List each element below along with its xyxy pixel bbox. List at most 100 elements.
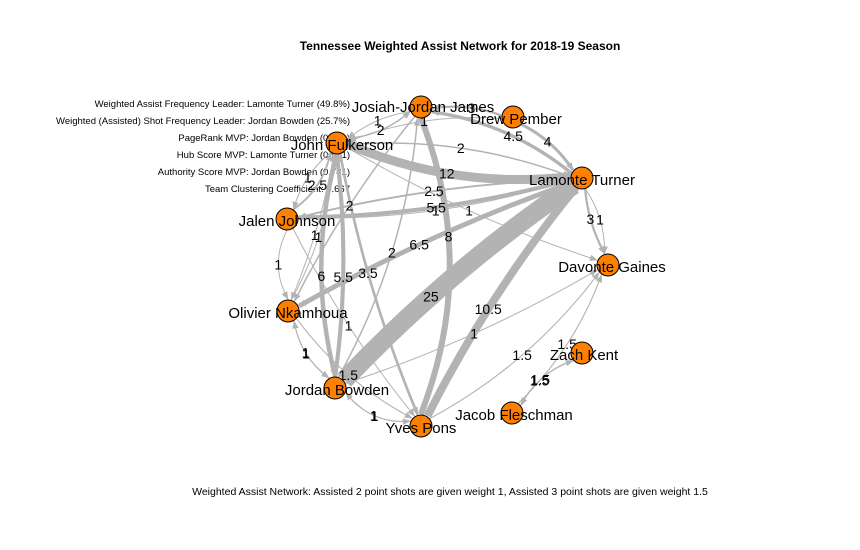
player-node: Lamonte Turner — [529, 166, 635, 190]
edge-weight-label: 1.5 — [339, 367, 359, 383]
edge-lt-to-on — [297, 180, 573, 309]
player-node-circle — [325, 131, 349, 155]
edge-weight-label: 1.5 — [512, 347, 532, 363]
player-node: Zach Kent — [550, 341, 619, 365]
player-node-label: Yves Pons — [386, 420, 457, 437]
edge-lt-to-yp — [424, 184, 580, 418]
edge-weight-label: 1 — [465, 203, 473, 219]
player-node-label: Jordan Bowden — [285, 382, 389, 399]
edge-weight-label: 5.5 — [333, 269, 353, 285]
edges-layer — [277, 104, 608, 425]
player-node: Jacob Fleschman — [455, 401, 573, 425]
player-node-circle — [409, 95, 433, 119]
player-node: Drew Pember — [470, 105, 562, 129]
player-node-label: John Fulkerson — [291, 137, 394, 154]
stat-assist-frequency-leader: Weighted Assist Frequency Leader: Lamont… — [94, 99, 350, 110]
edge-weight-label: 1 — [304, 170, 312, 186]
edge-lt-to-jaj — [298, 178, 572, 219]
player-node-label: Davonte Gaines — [558, 259, 666, 276]
stat-hub-score-mvp: Hub Score MVP: Lamonte Turner (0.961) — [176, 149, 350, 161]
edge-weight-label: 3 — [468, 100, 476, 116]
edge-weight-label: 2.5 — [308, 177, 328, 193]
edge-zk-to-jfl — [520, 359, 574, 406]
edge-weight-label: 5.5 — [426, 199, 446, 215]
chart-caption: Weighted Assist Network: Assisted 2 poin… — [192, 486, 708, 498]
edge-weight-label: 25 — [423, 288, 439, 304]
edge-dp-to-jj — [432, 104, 503, 117]
player-node-circle — [275, 207, 299, 231]
edge-weight-label: 1 — [315, 229, 323, 245]
edge-jj-to-jf — [347, 110, 411, 139]
player-node-label: Drew Pember — [470, 111, 562, 128]
edge-weight-label: 1 — [420, 113, 428, 129]
player-node-circle — [500, 401, 524, 425]
player-node-label: Lamonte Turner — [529, 172, 635, 189]
edge-weight-label: 1 — [345, 317, 353, 333]
player-node-circle — [323, 376, 347, 400]
edge-dp-to-jf — [348, 117, 503, 142]
player-node-circle — [596, 253, 620, 277]
edge-weight-label: 1 — [311, 227, 319, 243]
edge-weight-label: 1 — [470, 326, 478, 342]
edge-weight-label: 1 — [370, 407, 378, 423]
edge-weight-label: 2.5 — [424, 183, 444, 199]
player-node: John Fulkerson — [291, 131, 394, 155]
player-node-circle — [409, 414, 433, 438]
edge-weight-label: 1 — [596, 211, 604, 227]
stat-clustering-coefficient: Team Clustering Coefficient: 0.667 — [204, 183, 350, 195]
edge-on-to-jf — [290, 153, 337, 301]
stat-pagerank-mvp: PageRank MVP: Jordan Bowden (0.201) — [178, 132, 350, 144]
edge-weight-label: 2 — [388, 244, 396, 260]
edge-weight-label: 12 — [439, 166, 455, 182]
edge-jaj-to-yp — [292, 228, 415, 417]
edge-jj-to-yp — [418, 116, 453, 416]
player-node-circle — [276, 299, 300, 323]
edge-lt-to-dg — [584, 188, 608, 255]
edge-on-to-yp — [295, 317, 413, 419]
edge-yp-to-jb — [345, 392, 411, 423]
edge-jb-to-on — [292, 320, 330, 380]
player-node-label: Josiah-Jordan James — [352, 99, 495, 116]
edge-jf-to-lt — [347, 142, 571, 178]
edge-yp-to-dg — [429, 272, 600, 420]
edge-jf-to-dg — [346, 147, 598, 261]
player-node: Jordan Bowden — [285, 376, 389, 400]
edge-weight-label: 4 — [544, 133, 552, 149]
edge-weight-label: 1 — [302, 345, 310, 361]
chart-title: Tennessee Weighted Assist Network for 20… — [299, 39, 621, 53]
edge-weight-label: 2 — [346, 197, 354, 213]
player-node: Josiah-Jordan James — [352, 95, 495, 119]
player-node-circle — [501, 105, 525, 129]
player-node-circle — [570, 341, 594, 365]
player-node: Olivier Nkamhoua — [228, 299, 348, 323]
player-node-circle — [570, 166, 594, 190]
edge-jb-to-dg — [344, 269, 598, 384]
edge-lt-to-jb — [337, 177, 579, 387]
edge-weight-label: 2 — [457, 140, 465, 156]
stat-authority-score-mvp: Authority Score MVP: Jordan Bowden (0.78… — [157, 166, 350, 178]
player-node: Yves Pons — [386, 414, 457, 438]
player-node-label: Jacob Fleschman — [455, 407, 573, 424]
player-node: Jalen Johnson — [239, 207, 336, 231]
edge-jf-to-jaj — [292, 151, 332, 210]
edge-weight-label: 1.5 — [530, 372, 550, 388]
player-node-label: Jalen Johnson — [239, 213, 336, 230]
edge-weight-label: 1 — [374, 113, 382, 129]
edge-weight-label: 3.5 — [358, 265, 378, 281]
edge-weight-label: 4.5 — [503, 128, 523, 144]
edge-weight-label: 6.5 — [409, 237, 429, 253]
edge-jb-to-jf — [333, 154, 346, 378]
edge-dp-to-lt — [520, 122, 575, 171]
player-node: Davonte Gaines — [558, 253, 666, 277]
edge-jb-to-jj — [337, 117, 421, 378]
edge-jaj-to-lt — [297, 178, 571, 219]
edge-lt-to-jaj — [298, 177, 572, 221]
edge-weight-label: 8 — [445, 228, 453, 244]
edge-lt-to-jj — [431, 109, 574, 175]
stats-panel: Weighted Assist Frequency Leader: Lamont… — [20, 97, 350, 198]
player-node-label: Olivier Nkamhoua — [228, 305, 348, 322]
edge-lt-to-jf — [347, 140, 572, 185]
